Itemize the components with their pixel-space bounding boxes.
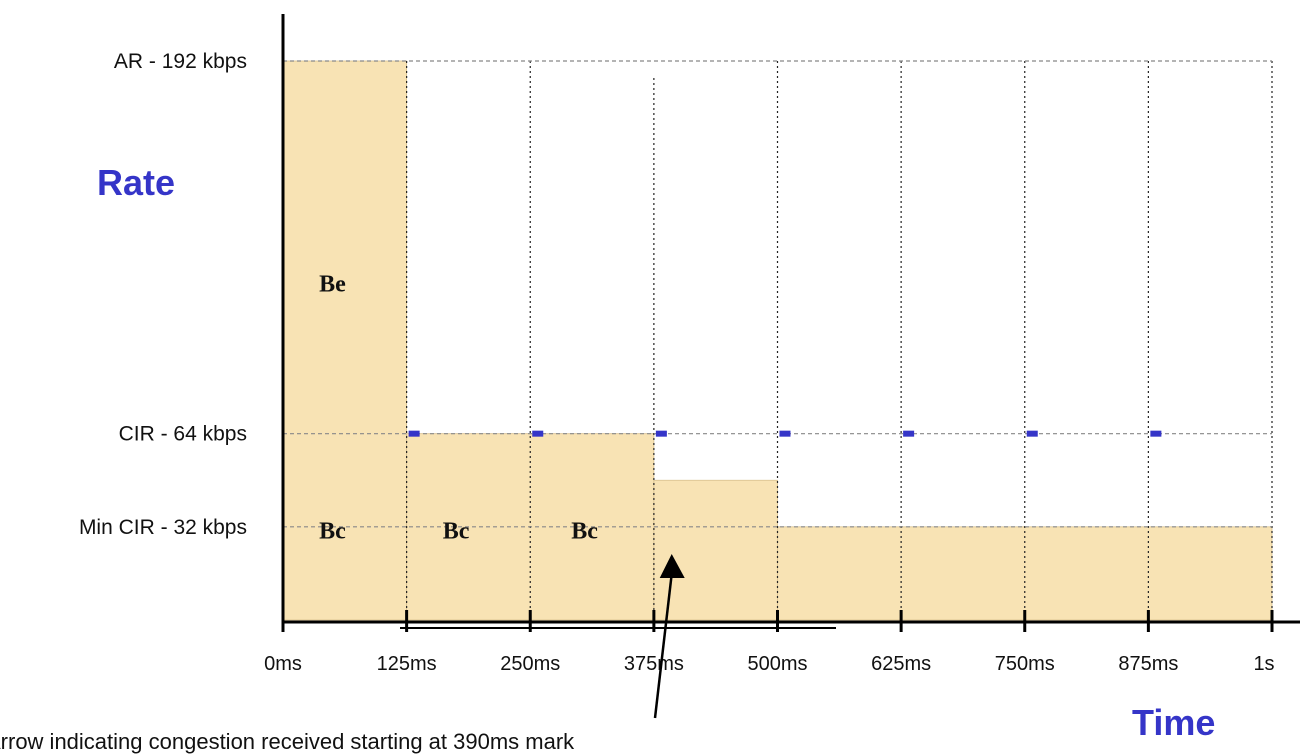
x-tick-label-8: 1s <box>1253 653 1274 675</box>
x-tick-label-1: 125ms <box>377 653 437 675</box>
y-axis-title: Rate <box>97 162 176 203</box>
bar-label-1: Bc <box>319 519 346 545</box>
rate-segment-0 <box>282 60 408 621</box>
x-tick-label-7: 875ms <box>1118 653 1178 675</box>
interval-marker-3 <box>655 430 667 437</box>
interval-marker-2 <box>532 430 544 437</box>
bar-label-0: Be <box>319 271 346 297</box>
x-tick-label-2: 250ms <box>500 653 560 675</box>
y-level-label-0: AR - 192 kbps <box>114 50 247 73</box>
x-tick-label-4: 500ms <box>747 653 807 675</box>
interval-marker-4 <box>779 430 791 437</box>
annotation-text: Arrow indicating congestion received sta… <box>0 729 575 754</box>
x-tick-label-5: 625ms <box>871 653 931 675</box>
y-level-label-1: CIR - 64 kbps <box>119 423 247 446</box>
x-tick-label-0: 0ms <box>264 653 302 675</box>
congestion-arrow-head <box>659 554 685 578</box>
bar-label-2: Bc <box>443 519 470 545</box>
bar-label-3: Bc <box>571 519 598 545</box>
y-level-label-2: Min CIR - 32 kbps <box>79 516 247 539</box>
x-axis-title: Time <box>1132 702 1216 743</box>
x-tick-label-6: 750ms <box>995 653 1055 675</box>
congestion-arrow-shaft <box>653 573 673 719</box>
interval-marker-6 <box>1026 430 1038 437</box>
interval-marker-1 <box>408 430 420 437</box>
interval-marker-7 <box>1150 430 1162 437</box>
interval-marker-5 <box>903 430 915 437</box>
x-tick-label-3: 375ms <box>624 653 684 675</box>
rate-segment-2 <box>653 479 778 621</box>
